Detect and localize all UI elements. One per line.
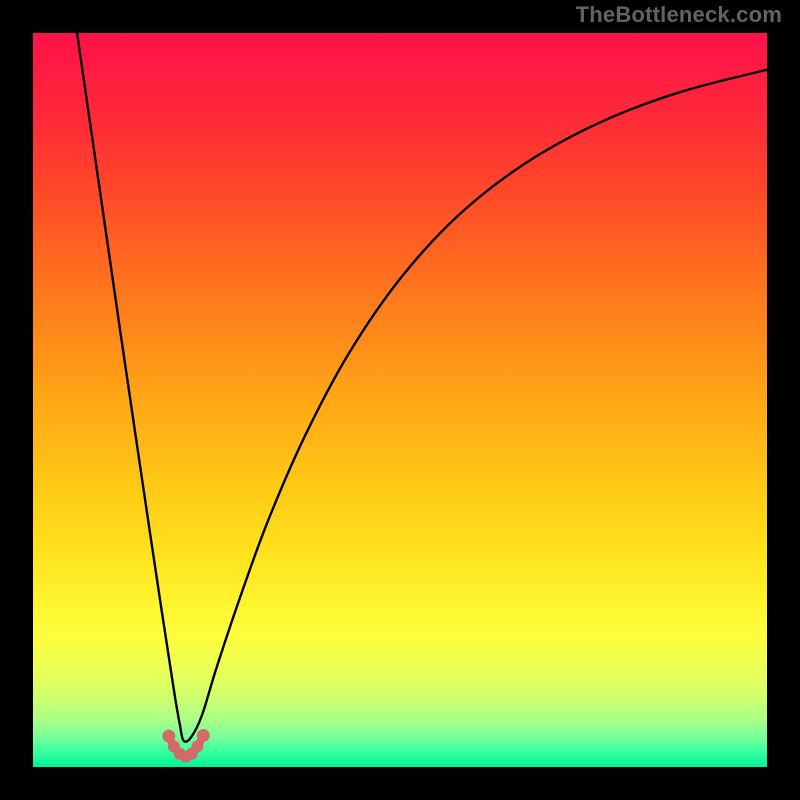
plot-area xyxy=(33,33,767,767)
chart-outer-frame: TheBottleneck.com xyxy=(0,0,800,800)
watermark-text: TheBottleneck.com xyxy=(576,2,782,28)
marker-point xyxy=(191,740,203,752)
bottleneck-curve-chart xyxy=(33,33,767,767)
marker-point xyxy=(197,729,210,742)
